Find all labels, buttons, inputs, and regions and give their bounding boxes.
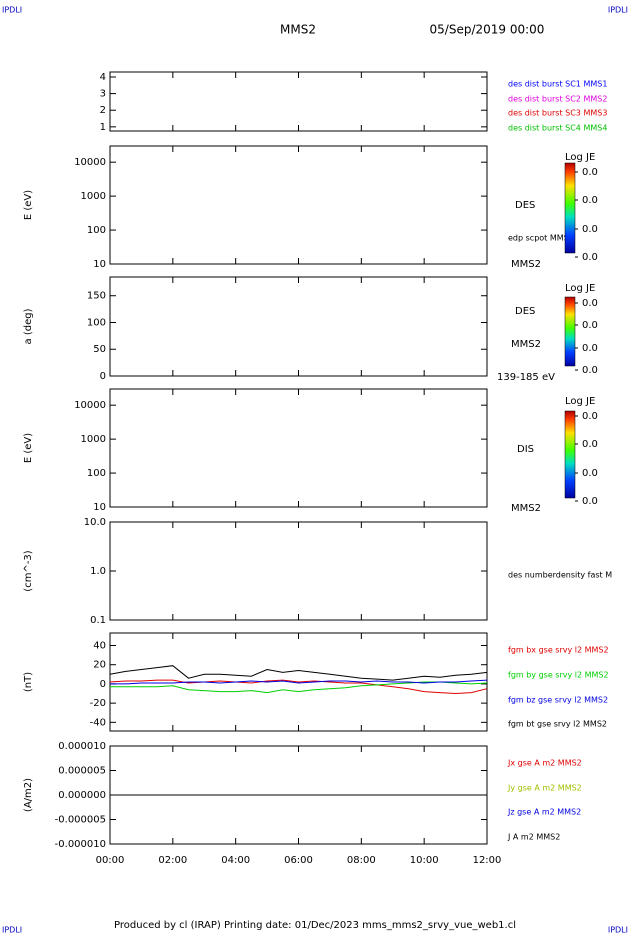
y-tick-label: 100: [87, 468, 106, 479]
x-tick-label: 08:00: [347, 855, 376, 866]
colorbar: [564, 296, 576, 367]
colorbar-label: Log JE: [565, 283, 595, 294]
panel-frame: [109, 388, 488, 508]
x-tick-label: 00:00: [96, 855, 125, 866]
annotation: MMS2: [511, 339, 541, 350]
y-tick-label: -20: [90, 698, 106, 709]
x-tick-label: 12:00: [473, 855, 502, 866]
y-tick-label: 0.000005: [58, 766, 106, 777]
panel-frame: [109, 145, 488, 265]
y-tick-label: 10: [93, 259, 106, 270]
legend-entry: fgm bt gse srvy l2 MMS2: [508, 720, 607, 729]
annotation: MMS2: [511, 503, 541, 514]
y-tick-label: 10000: [74, 400, 106, 411]
legend-entry: des dist burst SC4 MMS4: [508, 124, 607, 133]
annotation: DIS: [517, 444, 534, 455]
data-line: [109, 665, 488, 681]
y-tick-label: 20: [93, 660, 106, 671]
colorbar: [564, 162, 576, 254]
corner-label: IPDLI: [2, 6, 22, 15]
colorbar-label: Log JE: [565, 152, 595, 163]
footer-text: Produced by cl (IRAP) Printing date: 01/…: [114, 920, 516, 931]
legend-entry: J A m2 MMS2: [507, 833, 560, 842]
mission-title: MMS2: [280, 23, 316, 37]
y-axis-label: (cm^-3): [23, 550, 34, 591]
annotation: DES: [515, 306, 535, 317]
colorbar-tick-label: 0.0: [582, 320, 598, 331]
y-tick-label: 50: [93, 344, 106, 355]
legend-entry: fgm by gse srvy l2 MMS2: [508, 671, 609, 680]
colorbar-tick-label: 0.0: [582, 439, 598, 450]
y-tick-label: 10: [93, 502, 106, 513]
legend-entry: des dist burst SC3 MMS3: [508, 109, 607, 118]
annotation: des numberdensity fast M: [508, 571, 612, 580]
y-tick-label: 100: [87, 317, 106, 328]
y-tick-label: 2: [100, 105, 106, 116]
y-tick-label: -0.000005: [55, 815, 106, 826]
legend-entry: fgm bx gse srvy l2 MMS2: [508, 646, 609, 655]
legend-entry: Jz gse A m2 MMS2: [507, 808, 581, 817]
y-tick-label: 3: [100, 89, 106, 100]
y-tick-label: -0.000010: [55, 839, 106, 850]
y-tick-label: 150: [87, 291, 106, 302]
y-axis-label: a (deg): [23, 308, 34, 344]
y-tick-label: 100: [87, 225, 106, 236]
y-axis-label: (A/m2): [23, 778, 34, 812]
x-tick-label: 10:00: [410, 855, 439, 866]
y-tick-label: 4: [100, 72, 106, 83]
y-tick-label: 0: [100, 371, 106, 382]
colorbar-tick-label: 0.0: [582, 343, 598, 354]
colorbar-tick-label: 0.0: [582, 167, 598, 178]
data-line: [109, 679, 488, 695]
y-tick-label: 1.0: [90, 566, 106, 577]
corner-label: IPDLI: [608, 926, 628, 934]
annotation: edp scpot MMS2: [508, 234, 574, 243]
colorbar-tick-label: 0.0: [582, 298, 598, 309]
data-line: [110, 679, 488, 685]
y-tick-label: 0.1: [90, 615, 106, 626]
y-axis-label: (nT): [23, 672, 34, 692]
colorbar: [564, 410, 576, 499]
colorbar-label: Log JE: [565, 396, 595, 407]
panel-frame: [109, 521, 488, 621]
legend-entry: Jy gse A m2 MMS2: [507, 784, 582, 793]
y-tick-label: -40: [90, 717, 106, 728]
date-title: 05/Sep/2019 00:00: [430, 23, 545, 37]
y-tick-label: 0: [100, 679, 106, 690]
annotation: MMS2: [511, 259, 541, 270]
y-tick-label: 40: [93, 640, 106, 651]
corner-label: IPDLI: [608, 6, 628, 15]
colorbar-tick-label: 0.0: [582, 195, 598, 206]
colorbar-tick-label: 0.0: [582, 411, 598, 422]
legend-entry: fgm bz gse srvy l2 MMS2: [508, 696, 608, 705]
panel-frame: [109, 71, 488, 132]
x-tick-label: 04:00: [221, 855, 250, 866]
y-axis-label: E (eV): [23, 433, 34, 463]
x-tick-label: 02:00: [158, 855, 187, 866]
y-tick-label: 0.000000: [58, 790, 106, 801]
annotation: 139-185 eV: [497, 372, 555, 383]
corner-label: IPDLI: [2, 926, 22, 934]
legend-entry: des dist burst SC2 MMS2: [508, 95, 607, 104]
y-tick-label: 0.000010: [58, 741, 106, 752]
data-line: [110, 681, 488, 694]
y-tick-label: 1000: [81, 191, 106, 202]
y-tick-label: 1: [100, 122, 106, 133]
y-tick-label: 10.0: [84, 517, 106, 528]
colorbar-tick-label: 0.0: [582, 468, 598, 479]
colorbar-tick-label: 0.0: [582, 252, 598, 263]
y-tick-label: 1000: [81, 434, 106, 445]
y-axis-label: E (eV): [23, 190, 34, 220]
colorbar-tick-label: 0.0: [582, 365, 598, 376]
annotation: DES: [515, 200, 535, 211]
colorbar-tick-label: 0.0: [582, 496, 598, 507]
legend-entry: Jx gse A m2 MMS2: [507, 759, 582, 768]
colorbar-tick-label: 0.0: [582, 224, 598, 235]
x-tick-label: 06:00: [284, 855, 313, 866]
panel-frame: [109, 276, 488, 377]
legend-entry: des dist burst SC1 MMS1: [508, 80, 607, 89]
y-tick-label: 10000: [74, 157, 106, 168]
